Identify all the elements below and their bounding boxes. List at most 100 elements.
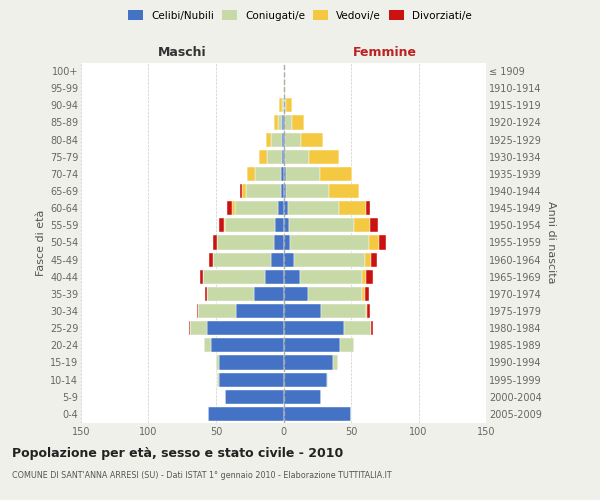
Bar xyxy=(281,184,284,198)
Text: Maschi: Maschi xyxy=(158,46,206,59)
Bar xyxy=(214,236,217,250)
Bar xyxy=(284,201,287,215)
Bar xyxy=(241,184,242,198)
Y-axis label: Anni di nascita: Anni di nascita xyxy=(546,201,556,284)
Bar xyxy=(200,270,203,284)
Text: Femmine: Femmine xyxy=(353,46,417,59)
Bar xyxy=(204,338,211,352)
Bar xyxy=(368,236,379,250)
Bar xyxy=(295,252,365,266)
Bar xyxy=(205,287,206,301)
Bar xyxy=(292,116,304,130)
Bar xyxy=(219,356,284,370)
Bar xyxy=(255,167,281,181)
Bar xyxy=(227,201,232,215)
Bar xyxy=(206,287,254,301)
Bar xyxy=(322,304,366,318)
Bar xyxy=(284,356,334,370)
Bar xyxy=(199,304,236,318)
Bar xyxy=(300,270,362,284)
Bar xyxy=(308,287,362,301)
Bar xyxy=(216,356,219,370)
Bar xyxy=(236,304,284,318)
Bar xyxy=(190,321,206,335)
Bar xyxy=(219,218,224,232)
Bar xyxy=(366,201,370,215)
Bar xyxy=(367,304,370,318)
Bar xyxy=(278,116,282,130)
Bar xyxy=(334,356,338,370)
Bar xyxy=(224,218,226,232)
Bar xyxy=(226,390,284,404)
Bar xyxy=(285,150,309,164)
Bar xyxy=(275,218,284,232)
Bar xyxy=(211,338,284,352)
Bar xyxy=(280,98,282,112)
Bar xyxy=(232,201,235,215)
Bar xyxy=(284,390,322,404)
Bar xyxy=(284,167,286,181)
Bar xyxy=(284,287,308,301)
Bar xyxy=(366,304,367,318)
Bar xyxy=(329,184,359,198)
Bar xyxy=(189,321,190,335)
Bar xyxy=(371,252,377,266)
Bar xyxy=(371,321,373,335)
Bar xyxy=(254,287,284,301)
Bar xyxy=(354,218,370,232)
Bar xyxy=(320,167,352,181)
Bar xyxy=(284,116,285,130)
Bar xyxy=(287,201,339,215)
Bar xyxy=(217,236,274,250)
Bar xyxy=(344,321,371,335)
Bar xyxy=(226,218,275,232)
Bar xyxy=(284,98,286,112)
Bar xyxy=(235,201,278,215)
Bar xyxy=(217,372,219,386)
Bar xyxy=(274,116,278,130)
Bar xyxy=(268,150,282,164)
Bar xyxy=(365,287,368,301)
Bar xyxy=(278,201,284,215)
Bar xyxy=(284,338,340,352)
Bar xyxy=(284,270,300,284)
Bar xyxy=(362,287,365,301)
Text: COMUNE DI SANT'ANNA ARRESI (SU) - Dati ISTAT 1° gennaio 2010 - Elaborazione TUTT: COMUNE DI SANT'ANNA ARRESI (SU) - Dati I… xyxy=(12,471,392,480)
Bar xyxy=(265,270,284,284)
Bar xyxy=(282,132,284,146)
Bar xyxy=(301,132,323,146)
Bar xyxy=(284,218,289,232)
Legend: Celibi/Nubili, Coniugati/e, Vedovi/e, Divorziati/e: Celibi/Nubili, Coniugati/e, Vedovi/e, Di… xyxy=(124,6,476,25)
Bar xyxy=(284,321,344,335)
Bar xyxy=(214,252,271,266)
Y-axis label: Fasce di età: Fasce di età xyxy=(35,210,46,276)
Bar xyxy=(286,167,320,181)
Bar xyxy=(197,304,199,318)
Bar xyxy=(289,218,354,232)
Bar xyxy=(259,150,268,164)
Bar xyxy=(208,407,284,421)
Bar xyxy=(340,338,354,352)
Bar xyxy=(379,236,386,250)
Bar xyxy=(203,270,265,284)
Bar xyxy=(290,236,368,250)
Bar xyxy=(284,407,351,421)
Bar xyxy=(286,184,329,198)
Bar xyxy=(285,116,292,130)
Bar xyxy=(271,252,284,266)
Bar xyxy=(284,81,285,95)
Bar xyxy=(339,201,366,215)
Bar xyxy=(284,252,295,266)
Bar xyxy=(286,98,292,112)
Bar xyxy=(285,132,301,146)
Bar xyxy=(365,252,371,266)
Bar xyxy=(271,132,282,146)
Bar xyxy=(246,184,281,198)
Bar xyxy=(242,184,246,198)
Bar xyxy=(282,98,284,112)
Bar xyxy=(327,372,328,386)
Bar xyxy=(284,372,327,386)
Bar xyxy=(219,372,284,386)
Bar xyxy=(284,184,286,198)
Bar xyxy=(309,150,339,164)
